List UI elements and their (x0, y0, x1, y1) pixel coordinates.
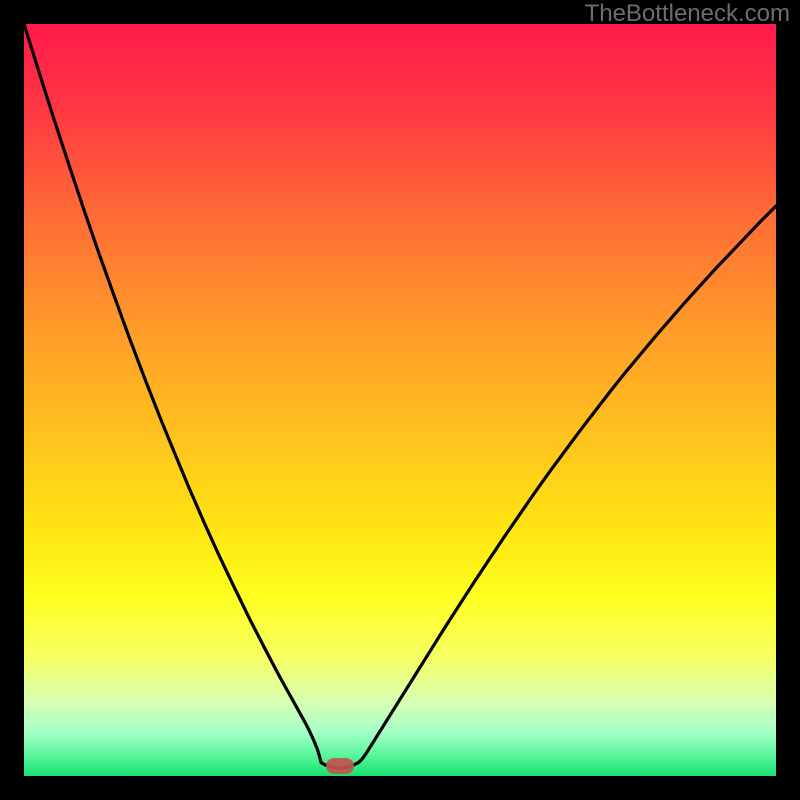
optimal-marker (326, 758, 354, 774)
plot-area (24, 24, 776, 776)
curve-path (24, 24, 776, 768)
bottleneck-curve (24, 24, 776, 776)
watermark-label: TheBottleneck.com (585, 0, 790, 28)
chart-root: TheBottleneck.com (0, 0, 800, 800)
